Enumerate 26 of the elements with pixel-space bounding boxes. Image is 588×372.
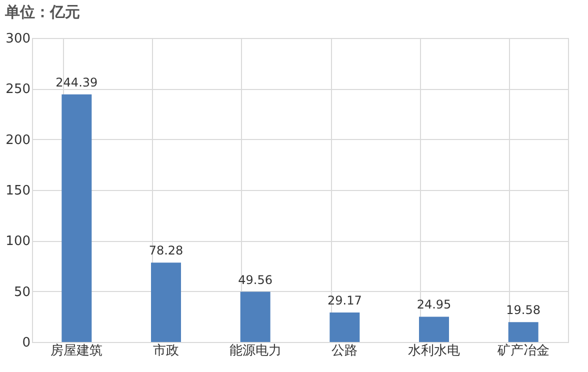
data-label: 78.28	[148, 244, 184, 258]
bar	[151, 262, 181, 342]
y-tick-label: 200	[6, 132, 30, 148]
x-tick-label: 水利水电	[408, 344, 460, 358]
x-tick-label: 市政	[153, 344, 179, 358]
bar	[240, 292, 270, 342]
bar	[330, 312, 360, 342]
y-axis-title: 单位：亿元	[4, 3, 80, 21]
data-label: 244.39	[56, 75, 98, 90]
x-tick-label: 公路	[332, 344, 358, 358]
x-tick-label: 矿产冶金	[496, 344, 550, 358]
data-label: 49.56	[238, 272, 273, 287]
bar	[508, 322, 538, 342]
data-label: 19.58	[506, 303, 541, 318]
bar	[419, 316, 449, 342]
data-label: 24.95	[416, 298, 452, 312]
y-tick-label: 50	[14, 284, 30, 300]
y-tick-label: 150	[6, 184, 30, 198]
data-label: 29.17	[327, 293, 362, 308]
y-tick-label: 0	[22, 336, 30, 350]
x-tick-label: 能源电力	[229, 344, 282, 358]
y-tick-label: 300	[6, 32, 30, 46]
y-tick-label: 250	[6, 82, 30, 98]
x-tick-label: 房屋建筑	[50, 342, 103, 358]
bar	[62, 94, 92, 342]
y-tick-label: 100	[6, 234, 30, 250]
